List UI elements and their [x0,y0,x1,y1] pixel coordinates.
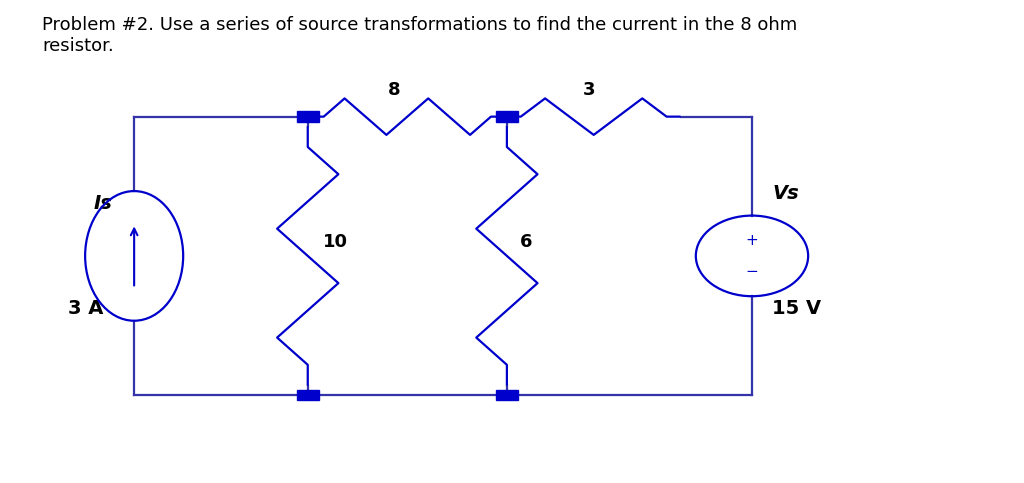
FancyBboxPatch shape [496,112,518,122]
FancyBboxPatch shape [496,390,518,400]
Text: 3 A: 3 A [68,299,103,318]
Text: +: + [745,233,759,248]
FancyBboxPatch shape [297,390,319,400]
Text: Problem #2. Use a series of source transformations to find the current in the 8 : Problem #2. Use a series of source trans… [42,16,798,55]
Text: 8: 8 [388,81,400,99]
Text: 6: 6 [520,232,532,251]
Text: 10: 10 [324,232,348,251]
Text: 3: 3 [583,81,595,99]
FancyBboxPatch shape [297,112,319,122]
Text: Is: Is [93,194,113,213]
Text: Vs: Vs [772,184,799,203]
Text: −: − [745,264,759,279]
Text: 15 V: 15 V [772,299,821,318]
